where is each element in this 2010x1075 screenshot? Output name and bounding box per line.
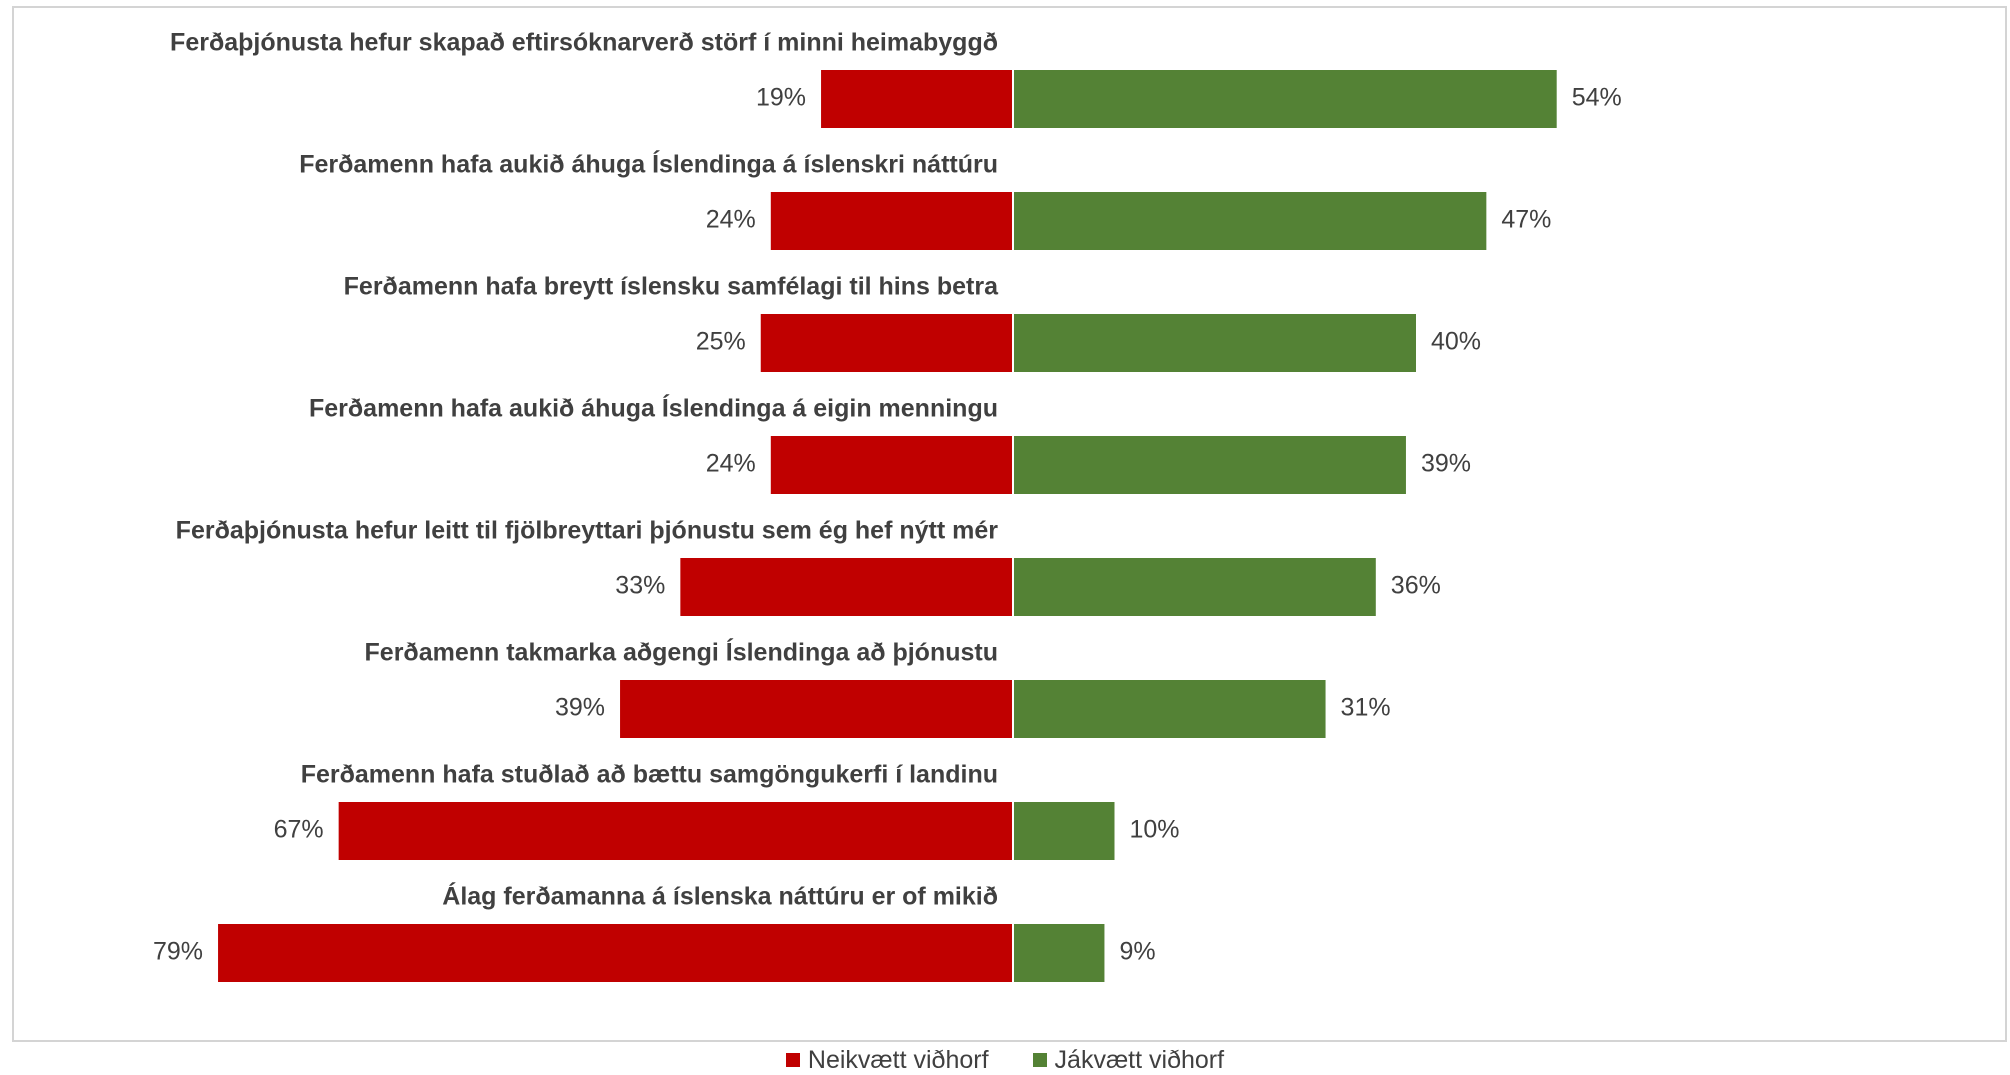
category-label: Ferðamenn hafa aukið áhuga Íslendinga á …	[299, 150, 998, 179]
legend: Neikvætt viðhorf Jákvætt viðhorf	[0, 1045, 2010, 1075]
category-label: Ferðaþjónusta hefur leitt til fjölbreytt…	[176, 517, 999, 545]
value-label-positive: 54%	[1572, 84, 1622, 112]
value-label-negative: 25%	[696, 328, 746, 356]
value-label-negative: 19%	[756, 84, 806, 112]
value-label-positive: 40%	[1431, 328, 1481, 356]
value-label-negative: 33%	[615, 572, 665, 600]
bar-positive	[1014, 924, 1105, 982]
bar-positive	[1014, 558, 1376, 616]
diverging-bar-chart: Ferðaþjónusta hefur skapað eftirsóknarve…	[153, 29, 1622, 982]
value-label-negative: 79%	[153, 938, 203, 966]
bar-negative	[218, 924, 1013, 982]
category-label: Ferðamenn takmarka aðgengi Íslendinga að…	[365, 638, 998, 667]
bar-negative	[760, 314, 1012, 372]
value-label-positive: 47%	[1501, 206, 1551, 234]
category-label: Álag ferðamanna á íslenska náttúru er of…	[442, 882, 998, 911]
value-label-negative: 24%	[706, 450, 756, 478]
value-label-positive: 31%	[1341, 694, 1391, 722]
category-label: Ferðamenn hafa stuðlað að bættu samgöngu…	[301, 761, 998, 789]
bar-negative	[821, 70, 1012, 128]
bar-positive	[1014, 192, 1487, 250]
value-labels: 19% 54% 24% 47% 25% 40% 24% 39% 33% 36% 39% 31% 67% 1…	[153, 84, 1622, 966]
value-label-negative: 67%	[274, 816, 324, 844]
value-label-positive: 36%	[1391, 572, 1441, 600]
positive-series-bars	[1014, 70, 1557, 982]
bar-negative	[770, 436, 1012, 494]
legend-item-positive: Jákvætt viðhorf	[1032, 1045, 1225, 1075]
legend-label-positive: Jákvætt viðhorf	[1054, 1045, 1225, 1074]
value-label-positive: 39%	[1421, 450, 1471, 478]
bar-negative	[680, 558, 1012, 616]
bar-positive	[1014, 70, 1557, 128]
legend-item-negative: Neikvætt viðhorf	[785, 1045, 989, 1075]
value-label-positive: 9%	[1119, 938, 1155, 966]
value-label-positive: 10%	[1130, 816, 1180, 844]
bar-negative	[620, 680, 1012, 738]
bar-negative	[338, 802, 1012, 860]
category-label: Ferðamenn hafa breytt íslensku samfélagi…	[344, 273, 999, 301]
category-label: Ferðamenn hafa aukið áhuga Íslendinga á …	[309, 394, 998, 423]
chart-frame	[12, 6, 2007, 1042]
bar-positive	[1014, 314, 1416, 372]
negative-series-bars	[218, 70, 1013, 982]
bar-positive	[1014, 680, 1326, 738]
bar-positive	[1014, 436, 1406, 494]
bar-negative	[770, 192, 1012, 250]
legend-swatch-negative	[785, 1053, 800, 1067]
legend-swatch-positive	[1032, 1053, 1047, 1067]
category-label: Ferðaþjónusta hefur skapað eftirsóknarve…	[170, 29, 998, 57]
bar-positive	[1014, 802, 1115, 860]
value-label-negative: 24%	[706, 206, 756, 234]
value-label-negative: 39%	[555, 694, 605, 722]
category-labels: Ferðaþjónusta hefur skapað eftirsóknarve…	[170, 29, 999, 911]
legend-label-negative: Neikvætt viðhorf	[807, 1045, 989, 1074]
